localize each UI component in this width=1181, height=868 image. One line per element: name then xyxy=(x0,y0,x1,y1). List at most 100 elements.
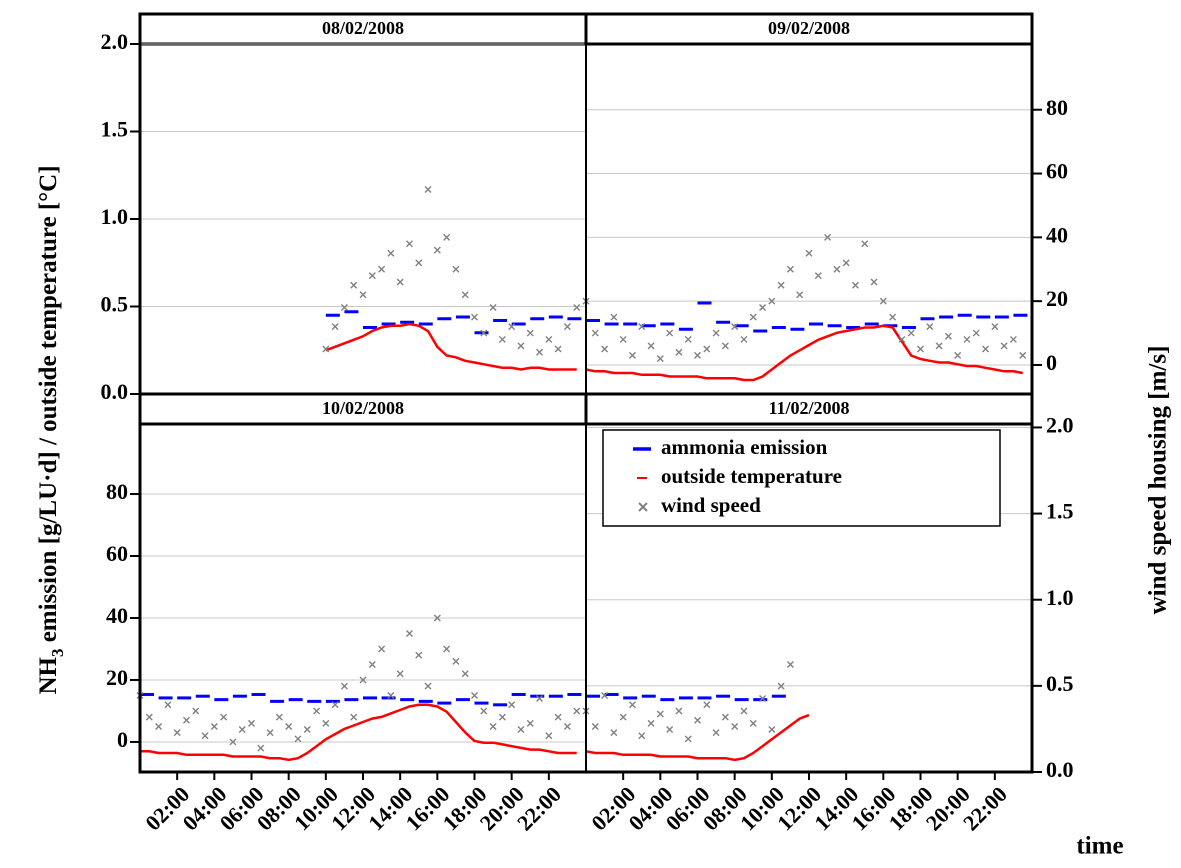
wind-x xyxy=(192,707,200,715)
wind-point xyxy=(703,345,711,353)
wind-x xyxy=(378,645,386,653)
wind-x xyxy=(461,291,469,299)
wind-x xyxy=(759,304,767,312)
wind-point xyxy=(972,329,980,337)
wind-point xyxy=(851,281,859,289)
legend-label: ammonia emission xyxy=(661,435,828,459)
wind-point xyxy=(498,335,506,343)
wind-point xyxy=(647,719,655,727)
wind-x xyxy=(824,233,832,241)
wind-point xyxy=(294,735,302,743)
wind-x xyxy=(601,345,609,353)
x-tick-label: 22:00 xyxy=(958,781,1012,835)
wind-point xyxy=(424,185,432,193)
wind-point xyxy=(805,249,813,257)
wind-x xyxy=(731,722,739,730)
wind-x xyxy=(378,265,386,273)
wind-x xyxy=(870,278,878,286)
wind-point xyxy=(694,351,701,359)
wind-point xyxy=(331,323,339,331)
temperature-line xyxy=(585,713,810,762)
wind-point xyxy=(433,246,441,254)
wind-x xyxy=(498,713,506,721)
wind-point xyxy=(610,313,618,321)
wind-x xyxy=(610,313,618,321)
panel-title: 08/02/2008 xyxy=(322,18,404,38)
wind-point xyxy=(573,304,581,312)
wind-point xyxy=(740,707,748,715)
y-tick-label: 40 xyxy=(1046,222,1068,247)
wind-point xyxy=(489,722,497,730)
y-tick-label: 1.0 xyxy=(101,204,129,229)
wind-x xyxy=(275,713,283,721)
wind-point xyxy=(917,345,924,353)
wind-x xyxy=(796,291,804,299)
wind-x xyxy=(907,329,915,337)
wind-point xyxy=(433,614,441,622)
y-label-part: emission [g/LU·d] / outside temperature … xyxy=(35,165,62,648)
wind-point xyxy=(498,713,506,721)
y-tick-label: 1.5 xyxy=(101,117,129,142)
wind-point xyxy=(870,278,878,286)
wind-x xyxy=(740,335,748,343)
y-tick-label: 0 xyxy=(117,727,128,752)
wind-x xyxy=(331,701,339,709)
wind-point xyxy=(536,348,544,356)
y-label-part: NH xyxy=(35,657,62,695)
wind-x xyxy=(917,345,924,353)
y-axis-label: NH3 emission [g/LU·d] / outside temperat… xyxy=(35,165,68,694)
wind-x xyxy=(331,323,339,331)
wind-point xyxy=(638,732,646,740)
wind-x xyxy=(889,313,897,321)
y-tick-label: 0.5 xyxy=(101,292,129,317)
wind-x xyxy=(926,323,934,331)
legend-label: outside temperature xyxy=(661,464,842,488)
wind-point xyxy=(861,240,869,248)
wind-point xyxy=(155,722,163,730)
wind-point xyxy=(666,726,674,734)
wind-point xyxy=(443,645,451,653)
wind-x xyxy=(359,676,367,684)
legend-box xyxy=(602,429,1001,527)
wind-x xyxy=(424,682,432,690)
wind-point xyxy=(508,323,516,331)
wind-x xyxy=(628,351,636,359)
wind-x xyxy=(238,726,246,734)
wind-point xyxy=(731,722,739,730)
wind-x xyxy=(991,323,999,331)
wind-point xyxy=(824,233,832,241)
wind-point xyxy=(777,281,785,289)
wind-x xyxy=(731,323,739,331)
wind-x xyxy=(703,701,711,709)
wind-point xyxy=(833,265,841,273)
wind-x xyxy=(749,719,757,727)
wind-x xyxy=(647,719,655,727)
wind-x xyxy=(675,348,683,356)
wind-x xyxy=(387,249,395,257)
wind-point xyxy=(563,323,571,331)
wind-point xyxy=(619,335,627,343)
wind-x xyxy=(257,744,265,752)
wind-x xyxy=(452,657,460,665)
wind-point xyxy=(628,351,636,359)
wind-x xyxy=(545,732,553,740)
wind-x xyxy=(638,732,646,740)
wind-point xyxy=(480,707,488,715)
wind-point xyxy=(777,682,785,690)
wind-point xyxy=(452,657,460,665)
wind-point xyxy=(712,729,720,737)
wind-point xyxy=(982,345,990,353)
wind-point xyxy=(694,716,701,724)
wind-point xyxy=(721,713,729,721)
wind-point xyxy=(210,722,218,730)
wind-x xyxy=(182,716,190,724)
wind-x xyxy=(415,259,423,267)
wind-point xyxy=(647,342,655,350)
wind-x xyxy=(721,342,729,350)
wind-point xyxy=(638,323,646,331)
wind-point xyxy=(749,719,757,727)
wind-x xyxy=(721,713,729,721)
wind-point xyxy=(954,351,962,359)
wind-point xyxy=(396,278,404,286)
wind-x xyxy=(155,722,163,730)
